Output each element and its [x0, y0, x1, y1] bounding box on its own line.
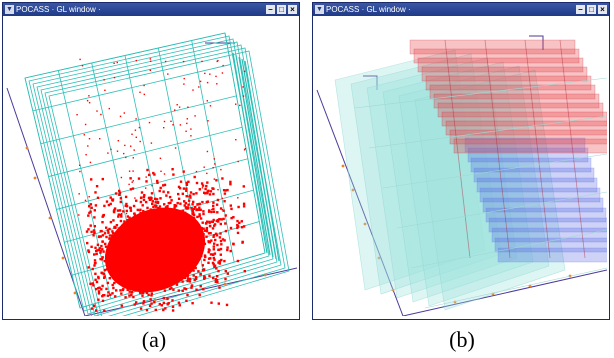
chevron-down-icon[interactable]: ▼	[315, 5, 324, 14]
red-blocks	[409, 39, 607, 154]
gl-canvas-b[interactable]	[315, 18, 607, 316]
minimize-button-a[interactable]: –	[266, 5, 275, 14]
window-title-b: POCASS · GL window ·	[326, 5, 411, 14]
block-separators	[444, 39, 586, 259]
gl-canvas-a[interactable]	[5, 18, 297, 316]
close-button-a[interactable]: ×	[288, 5, 297, 14]
scatter-3d-view	[6, 32, 297, 316]
wireframe-edge	[232, 52, 280, 262]
blue-blocks	[464, 137, 607, 263]
cyan-slabs	[334, 49, 566, 311]
caption-a: (a)	[141, 327, 167, 352]
caption-b: (b)	[449, 327, 475, 352]
window-title-a: POCASS · GL window ·	[16, 5, 101, 14]
axis-frame	[316, 35, 607, 316]
maximize-button-b[interactable]: □	[587, 5, 596, 14]
titlebar-a[interactable]: ▼ POCASS · GL window · – □ ×	[3, 3, 299, 16]
minimize-button-b[interactable]: –	[576, 5, 585, 14]
ground-grid	[354, 77, 607, 309]
chevron-down-icon[interactable]: ▼	[5, 5, 14, 14]
axis-ticks	[25, 146, 267, 302]
close-button-b[interactable]: ×	[598, 5, 607, 14]
gl-window-a: ▼ POCASS · GL window · – □ ×	[2, 2, 300, 320]
point-cloud	[76, 58, 246, 312]
maximize-button-a[interactable]: □	[277, 5, 286, 14]
titlebar-b[interactable]: ▼ POCASS · GL window · – □ ×	[313, 3, 609, 16]
volume-3d-view	[316, 35, 607, 316]
gl-window-b: ▼ POCASS · GL window · – □ ×	[312, 2, 610, 320]
